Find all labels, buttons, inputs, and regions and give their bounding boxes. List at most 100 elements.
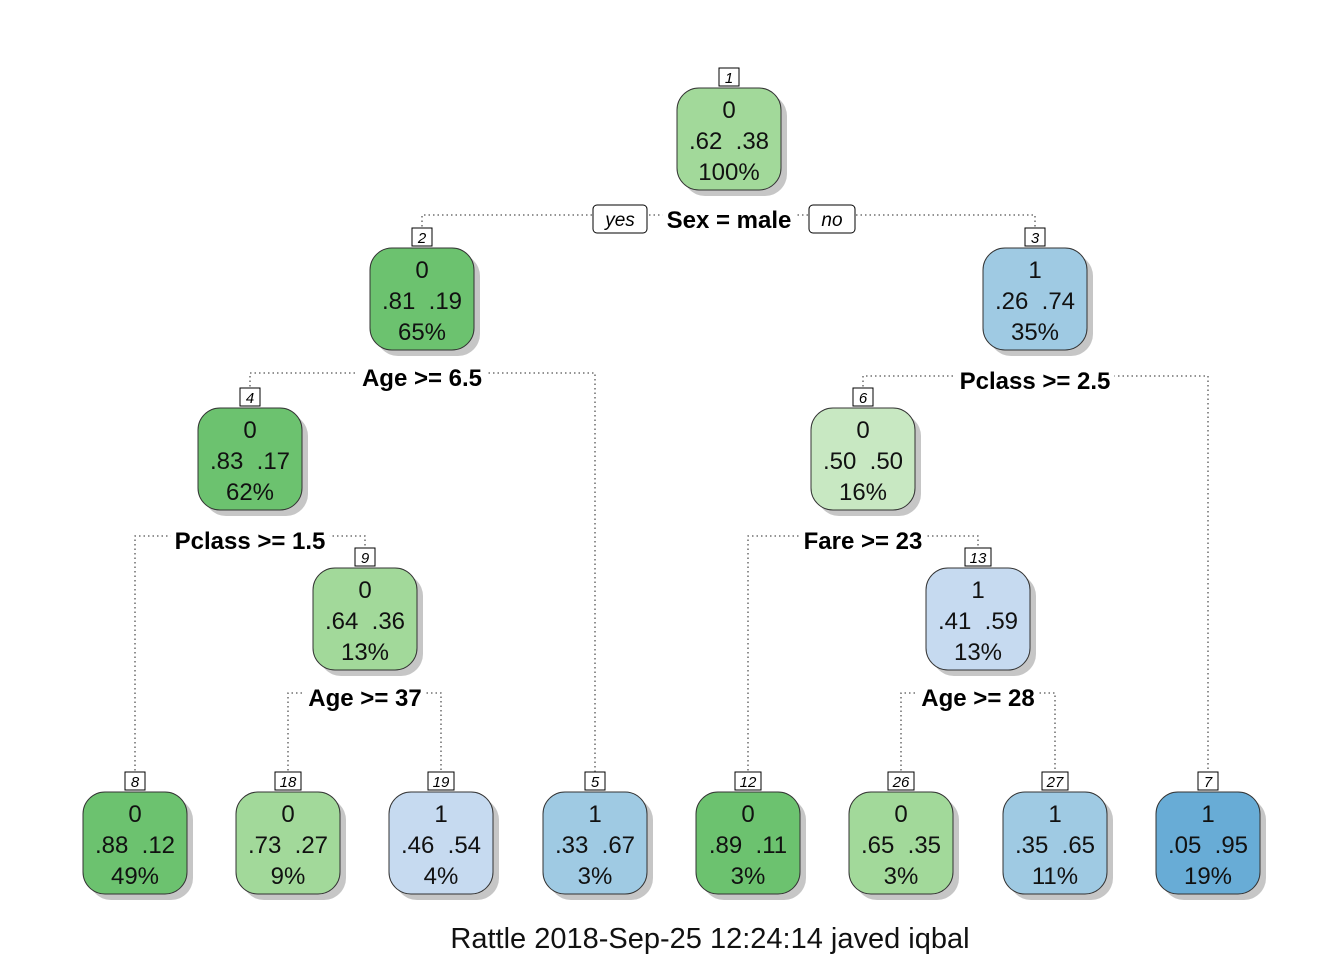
split-label-bg <box>662 207 796 234</box>
yes-label-box <box>592 204 648 234</box>
tree-nodes: 1 0 .62 .38 100% 2 0 .81 .19 65% 3 1 .26 .74 35% 4 0.… <box>82 67 1266 900</box>
node-class: 0 <box>415 257 428 284</box>
tree-node: 19 1 .46 .54 4% <box>388 771 499 900</box>
node-probs: .64 .36 <box>325 608 405 635</box>
node-id: 3 <box>1031 230 1040 247</box>
tree-node: 7 1 .05 .95 19% <box>1155 771 1266 900</box>
node-box <box>848 791 954 895</box>
tree-node: 8 0 .88 .12 49% <box>82 771 193 900</box>
node-id-box <box>887 771 915 791</box>
node-box <box>982 247 1088 351</box>
node-id: 18 <box>280 774 297 791</box>
node-id-box <box>964 547 992 567</box>
node-probs: .41 .59 <box>938 608 1018 635</box>
node-box <box>925 567 1031 671</box>
node-class: 0 <box>894 801 907 828</box>
tree-node: 18 0 .73 .27 9% <box>235 771 346 900</box>
tree-node: 3 1 .26 .74 35% <box>982 227 1093 356</box>
node-box <box>369 247 475 351</box>
split-label-bg <box>170 528 330 555</box>
node-class: 0 <box>722 97 735 124</box>
node-id: 26 <box>892 774 910 791</box>
node-class: 0 <box>741 801 754 828</box>
node-percent: 13% <box>341 639 389 666</box>
split-label-bg <box>955 368 1115 395</box>
node-percent: 3% <box>731 863 766 890</box>
node-probs: .83 .17 <box>210 448 290 475</box>
node-class: 0 <box>358 577 371 604</box>
node-id: 13 <box>970 550 987 567</box>
tree-node: 2 0 .81 .19 65% <box>369 227 480 356</box>
node-id-box <box>852 387 874 407</box>
node-box <box>388 791 494 895</box>
node-box <box>235 791 341 895</box>
split-label-bg <box>357 365 487 392</box>
edge-3 <box>862 375 1209 784</box>
node-class: 1 <box>1028 257 1041 284</box>
node-id: 2 <box>417 230 427 247</box>
no-label: no <box>821 210 842 231</box>
split-label-bg <box>799 528 927 555</box>
split-label: Age >= 37 <box>308 685 421 712</box>
node-probs: .89 .11 <box>709 832 787 859</box>
yes-no-labels: yes no <box>592 204 856 234</box>
node-id: 27 <box>1046 774 1064 791</box>
node-id: 19 <box>433 774 450 791</box>
node-id: 8 <box>131 774 140 791</box>
no-label-box <box>808 204 856 234</box>
split-label: Pclass >= 1.5 <box>175 528 326 555</box>
node-id-box <box>734 771 762 791</box>
node-box <box>82 791 188 895</box>
node-id: 5 <box>591 774 600 791</box>
split-labels: Sex = male Age >= 6.5 Pclass >= 2.5 Pclass … <box>170 207 1115 712</box>
node-probs: .46 .54 <box>401 832 481 859</box>
node-id: 4 <box>246 390 254 407</box>
node-box <box>1155 791 1261 895</box>
node-id-box <box>124 771 146 791</box>
node-probs: .88 .12 <box>95 832 175 859</box>
node-box <box>1002 791 1108 895</box>
node-percent: 3% <box>578 863 613 890</box>
node-id-box <box>1024 227 1046 247</box>
node-id-box <box>1197 771 1219 791</box>
split-label: Fare >= 23 <box>804 528 923 555</box>
tree-node: 9 0 .64 .36 13% <box>312 547 423 676</box>
node-id: 12 <box>740 774 757 791</box>
node-class: 0 <box>243 417 256 444</box>
node-probs: .65 .35 <box>861 832 941 859</box>
node-class: 0 <box>856 417 869 444</box>
node-percent: 49% <box>111 863 159 890</box>
split-label: Age >= 6.5 <box>362 365 482 392</box>
node-probs: .73 .27 <box>248 832 328 859</box>
node-percent: 19% <box>1184 863 1232 890</box>
node-id-box <box>274 771 302 791</box>
split-label: Pclass >= 2.5 <box>960 368 1111 395</box>
node-id-box <box>354 547 376 567</box>
node-id-box <box>584 771 606 791</box>
node-id: 7 <box>1204 774 1213 791</box>
split-label-bg <box>917 685 1039 712</box>
caption: Rattle 2018-Sep-25 12:24:14 javed iqbal <box>450 923 969 955</box>
tree-node: 1 0 .62 .38 100% <box>676 67 787 196</box>
tree-node: 13 1 .41 .59 13% <box>925 547 1036 676</box>
node-box <box>695 791 801 895</box>
node-box <box>810 407 916 511</box>
node-class: 1 <box>434 801 447 828</box>
node-box <box>197 407 303 511</box>
node-percent: 4% <box>424 863 459 890</box>
tree-node: 27 1 .35 .65 11% <box>1002 771 1113 900</box>
node-class: 1 <box>1048 801 1061 828</box>
node-id: 6 <box>859 390 868 407</box>
node-probs: .26 .74 <box>995 288 1075 315</box>
node-class: 0 <box>281 801 294 828</box>
node-id-box <box>1041 771 1069 791</box>
node-box <box>676 87 782 191</box>
split-label-bg <box>304 685 426 712</box>
split-label: Sex = male <box>667 207 792 234</box>
node-id: 1 <box>725 70 733 87</box>
yes-label: yes <box>603 210 635 231</box>
node-percent: 13% <box>954 639 1002 666</box>
node-class: 1 <box>971 577 984 604</box>
node-probs: .50 .50 <box>823 448 903 475</box>
